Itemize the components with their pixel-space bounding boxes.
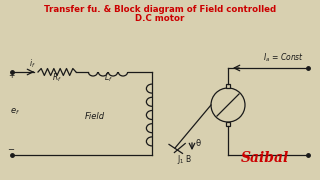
Text: θ: θ [195,140,200,148]
Text: I$_a$ = Const: I$_a$ = Const [263,51,304,64]
Bar [226,122,230,126]
Text: R$_f$: R$_f$ [52,71,62,84]
Text: Transfer fu. & Block diagram of Field controlled: Transfer fu. & Block diagram of Field co… [44,5,276,14]
Text: e$_f$: e$_f$ [10,107,20,117]
Bar [226,84,230,88]
Text: Field: Field [85,111,105,120]
Text: −: − [7,145,14,154]
Text: D.C motor: D.C motor [135,14,185,23]
Text: Saibal: Saibal [241,151,289,165]
Text: L$_f$: L$_f$ [104,71,112,84]
Text: +: + [8,71,14,80]
Text: i$_f$: i$_f$ [28,57,36,69]
Text: J$_1$ B: J$_1$ B [177,153,193,166]
